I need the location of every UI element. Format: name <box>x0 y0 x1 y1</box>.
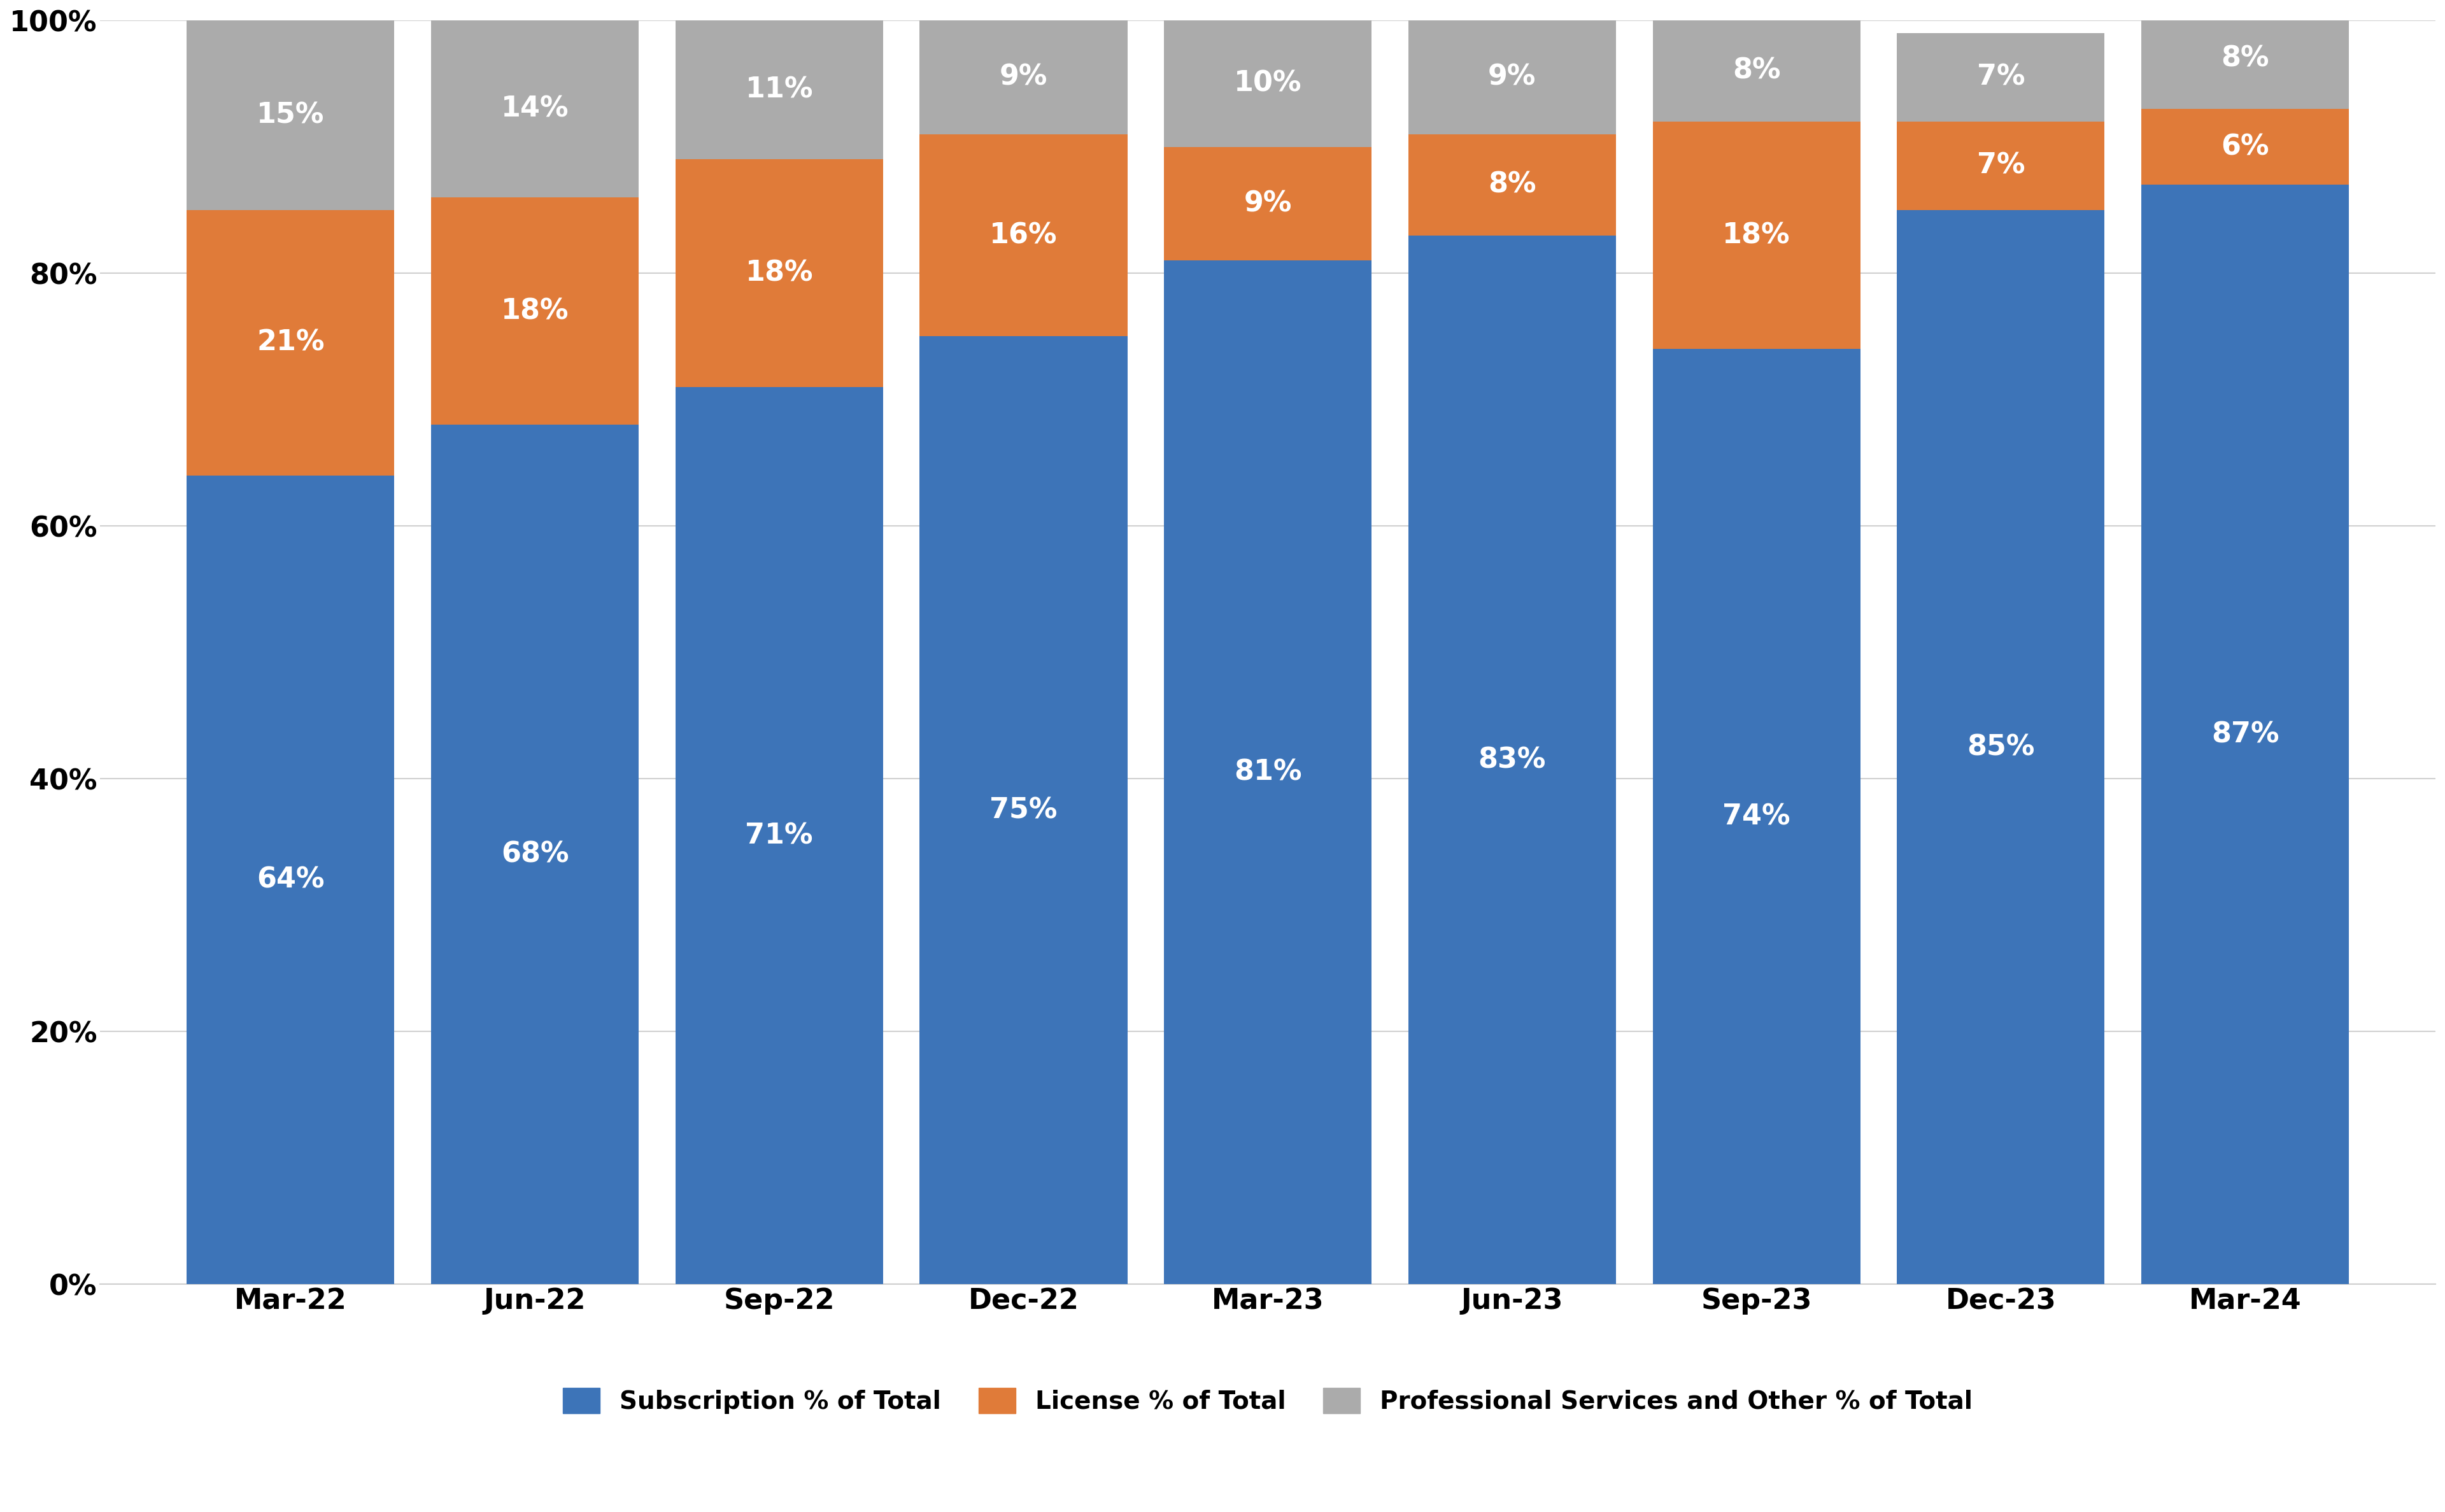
Text: 9%: 9% <box>1000 64 1046 91</box>
Bar <box>430 425 638 1284</box>
Text: 75%: 75% <box>990 797 1056 824</box>
Text: 9%: 9% <box>1489 64 1535 91</box>
Text: 11%: 11% <box>746 76 814 104</box>
Text: 64%: 64% <box>257 866 325 894</box>
Bar <box>1164 20 1372 147</box>
Text: 71%: 71% <box>746 823 814 850</box>
Text: 81%: 81% <box>1235 759 1301 786</box>
Bar <box>1164 260 1372 1284</box>
Text: 14%: 14% <box>501 95 570 122</box>
Legend: Subscription % of Total, License % of Total, Professional Services and Other % o: Subscription % of Total, License % of To… <box>553 1377 1983 1424</box>
Bar <box>1408 135 1616 236</box>
Bar <box>1408 236 1616 1284</box>
Text: 6%: 6% <box>2220 133 2269 160</box>
Text: 8%: 8% <box>1734 57 1780 85</box>
Bar <box>1653 121 1861 349</box>
Text: 16%: 16% <box>990 222 1056 249</box>
Text: 18%: 18% <box>746 260 814 287</box>
Bar <box>919 20 1127 135</box>
Text: 10%: 10% <box>1235 70 1301 97</box>
Bar <box>430 198 638 425</box>
Text: 18%: 18% <box>1724 222 1790 249</box>
Bar <box>1897 33 2105 121</box>
Bar <box>1164 147 1372 260</box>
Text: 18%: 18% <box>501 298 570 325</box>
Bar <box>919 135 1127 336</box>
Text: 21%: 21% <box>257 330 325 357</box>
Bar <box>1408 20 1616 135</box>
Text: 83%: 83% <box>1479 745 1545 774</box>
Text: 85%: 85% <box>1966 733 2034 761</box>
Text: 74%: 74% <box>1724 803 1790 830</box>
Bar <box>186 210 394 475</box>
Bar <box>2142 8 2350 109</box>
Bar <box>675 20 883 159</box>
Bar <box>675 387 883 1284</box>
Text: 8%: 8% <box>1489 171 1535 198</box>
Bar <box>1897 210 2105 1284</box>
Bar <box>1897 121 2105 210</box>
Text: 7%: 7% <box>1976 64 2024 91</box>
Bar <box>675 159 883 387</box>
Text: 87%: 87% <box>2210 721 2279 748</box>
Bar <box>430 20 638 198</box>
Text: 68%: 68% <box>501 841 570 868</box>
Bar <box>1653 349 1861 1284</box>
Bar <box>1653 20 1861 121</box>
Bar <box>186 475 394 1284</box>
Text: 15%: 15% <box>257 101 325 129</box>
Bar <box>2142 184 2350 1284</box>
Text: 7%: 7% <box>1976 153 2024 180</box>
Bar <box>2142 109 2350 184</box>
Bar <box>186 20 394 210</box>
Bar <box>919 336 1127 1284</box>
Text: 9%: 9% <box>1245 191 1291 218</box>
Text: 8%: 8% <box>2220 45 2269 73</box>
